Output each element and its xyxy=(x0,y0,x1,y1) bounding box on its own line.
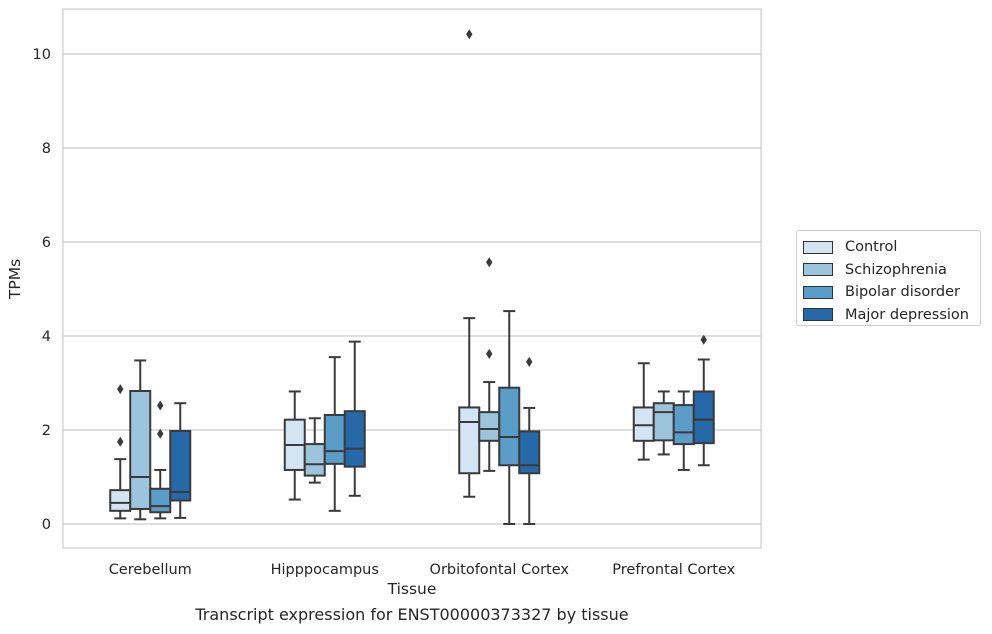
y-tick-label-10: 10 xyxy=(33,47,51,63)
box-3-2 xyxy=(518,356,541,525)
tick-labels: 0 2 4 6 8 10 Cerebellum Hipppocampus Orbitofonta… xyxy=(33,47,736,578)
box-iqr xyxy=(498,386,521,467)
plot-area-frame xyxy=(62,8,762,549)
box-3-3 xyxy=(692,334,715,467)
y-tick-label-4: 4 xyxy=(42,329,51,345)
box-3-0 xyxy=(169,402,192,519)
box-iqr xyxy=(323,413,346,465)
y-tick-label-8: 8 xyxy=(42,141,51,157)
gridlines xyxy=(63,53,761,525)
y-tick-label-6: 6 xyxy=(42,235,51,251)
box-0-3 xyxy=(632,362,655,461)
outlier-marker-0 xyxy=(157,428,164,439)
box-iqr xyxy=(109,489,132,512)
box-series-layer xyxy=(109,29,715,525)
box-2-2 xyxy=(498,310,521,525)
legend-item-schizophrenia: Schizophrenia xyxy=(803,259,980,282)
box-2-1 xyxy=(323,356,346,512)
legend-swatch-schizophrenia xyxy=(803,263,833,277)
box-0-0 xyxy=(109,384,132,520)
box-iqr xyxy=(632,406,655,442)
legend-label-schizophrenia: Schizophrenia xyxy=(845,261,947,278)
outlier-marker-0 xyxy=(466,29,473,40)
outlier-marker-0 xyxy=(117,436,124,447)
box-iqr xyxy=(458,406,481,475)
box-1-0 xyxy=(129,359,152,521)
legend-label-major-depression: Major depression xyxy=(845,306,969,323)
box-iqr xyxy=(129,389,152,510)
legend-swatch-major-depression xyxy=(803,308,833,322)
box-iqr xyxy=(478,411,501,442)
box-1-1 xyxy=(303,417,326,484)
box-2-0 xyxy=(149,400,172,520)
x-tick-label-0: Cerebellum xyxy=(109,562,192,578)
legend-item-control: Control xyxy=(803,236,980,259)
x-tick-label-3: Prefrontal Cortex xyxy=(612,562,735,578)
legend-item-major-depression: Major depression xyxy=(803,304,980,327)
box-iqr xyxy=(303,443,326,477)
outlier-marker-1 xyxy=(486,257,493,268)
box-iqr xyxy=(169,429,192,502)
box-0-1 xyxy=(283,390,306,501)
x-tick-label-2: Orbitofontal Cortex xyxy=(430,562,570,578)
outlier-marker-0 xyxy=(486,348,493,359)
legend-label-control: Control xyxy=(845,239,898,256)
box-1-3 xyxy=(652,390,675,456)
box-iqr xyxy=(149,487,172,514)
outlier-marker-0 xyxy=(700,334,707,345)
legend-label-bipolar-disorder: Bipolar disorder xyxy=(845,284,960,301)
y-tick-label-0: 0 xyxy=(42,517,51,533)
y-axis-label: TPMs xyxy=(6,259,24,300)
box-2-3 xyxy=(672,390,695,471)
box-iqr xyxy=(672,404,695,446)
outlier-marker-1 xyxy=(157,400,164,411)
box-0-2 xyxy=(458,29,481,498)
outlier-marker-0 xyxy=(526,356,533,367)
box-iqr xyxy=(343,410,366,468)
legend: Control Schizophrenia Bipolar disorder M… xyxy=(796,230,981,326)
x-axis-label: Tissue xyxy=(387,580,437,598)
chart-title: Transcript expression for ENST0000037332… xyxy=(195,605,629,624)
box-iqr xyxy=(692,390,715,445)
box-iqr xyxy=(652,402,675,442)
box-1-2 xyxy=(478,257,501,472)
legend-swatch-control xyxy=(803,240,833,254)
box-iqr xyxy=(518,430,541,475)
legend-item-bipolar-disorder: Bipolar disorder xyxy=(803,281,980,304)
box-3-1 xyxy=(343,340,366,497)
y-tick-label-2: 2 xyxy=(42,423,51,439)
outlier-marker-1 xyxy=(117,384,124,395)
x-tick-label-1: Hipppocampus xyxy=(271,562,379,578)
legend-swatch-bipolar-disorder xyxy=(803,285,833,299)
